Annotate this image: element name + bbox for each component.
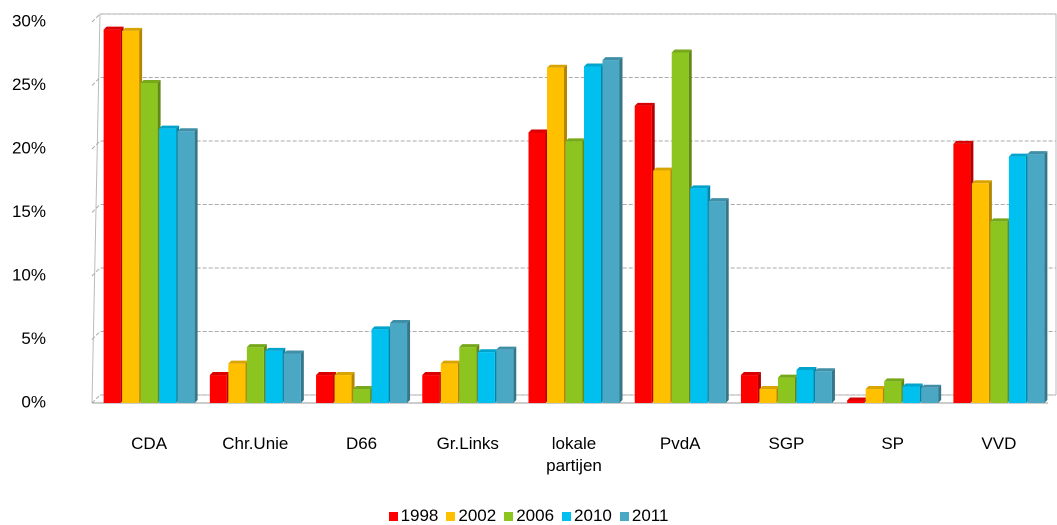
bar — [422, 372, 443, 403]
bar — [884, 378, 905, 403]
legend-label: 2006 — [516, 506, 555, 525]
legend-label: 2010 — [574, 506, 612, 525]
bar — [814, 368, 835, 403]
bar — [990, 218, 1011, 403]
x-tick-label: D66 — [345, 434, 378, 453]
bar — [283, 350, 304, 403]
bar — [228, 360, 249, 403]
grid-line — [91, 204, 1056, 213]
bar — [565, 138, 586, 403]
legend-item: 1998 — [388, 506, 439, 525]
bar — [740, 372, 761, 403]
bar — [690, 185, 711, 403]
bar — [634, 102, 655, 403]
y-tick-label: 15% — [12, 202, 46, 221]
bar — [390, 319, 411, 403]
bar — [865, 386, 886, 403]
x-tick-label: PvdA — [659, 434, 701, 453]
y-tick-label: 10% — [12, 265, 46, 284]
bar — [316, 372, 337, 403]
y-tick-label: 0% — [21, 392, 46, 411]
legend-item: 2002 — [446, 506, 496, 525]
y-tick-label: 30% — [12, 11, 46, 30]
x-tick-label: Gr.Links — [436, 434, 499, 453]
bar — [528, 129, 549, 404]
grid-line — [91, 140, 1056, 150]
bar — [759, 386, 780, 403]
bar — [177, 128, 198, 403]
x-tick-label: SGP — [768, 434, 805, 453]
bar — [971, 180, 992, 403]
x-tick-label: lokale partijen — [546, 434, 602, 475]
bar — [953, 140, 974, 404]
grid-line — [91, 267, 1056, 277]
bar — [246, 344, 267, 403]
legend: 1998 2002 2006 2010 2011 — [0, 506, 1057, 525]
bar — [1027, 151, 1048, 403]
bar — [353, 386, 374, 403]
bar — [159, 125, 180, 403]
bar — [103, 26, 124, 404]
legend-swatch — [388, 512, 398, 521]
bar — [708, 198, 729, 403]
bar — [547, 64, 567, 403]
bar — [796, 366, 817, 403]
y-tick-label: 20% — [12, 138, 46, 157]
y-tick-label: 5% — [21, 329, 46, 348]
x-tick-label: SP — [881, 434, 904, 453]
bar — [584, 63, 604, 403]
bar — [921, 384, 942, 403]
bar — [602, 57, 623, 403]
legend-item: 2006 — [504, 506, 554, 525]
bar — [847, 397, 868, 403]
grid-line — [91, 331, 1056, 340]
legend-swatch — [562, 512, 572, 521]
grid-line — [91, 13, 1056, 23]
legend-item: 2010 — [562, 506, 612, 525]
bar — [653, 167, 674, 403]
x-tick-label: VVD — [981, 434, 1017, 453]
legend-swatch — [446, 512, 456, 521]
bar — [477, 349, 498, 403]
bar — [334, 372, 355, 403]
bar — [671, 49, 692, 403]
bar — [459, 344, 480, 403]
bar — [209, 372, 230, 403]
bar — [440, 360, 461, 403]
bar — [122, 27, 143, 403]
x-tick-label: CDA — [131, 434, 168, 453]
legend-item: 2011 — [619, 506, 669, 525]
legend-swatch — [619, 512, 629, 521]
bar — [265, 347, 286, 403]
legend-label: 1998 — [400, 506, 439, 525]
legend-swatch — [504, 512, 514, 521]
y-tick-label: 25% — [12, 75, 46, 94]
bar — [140, 79, 161, 404]
bar — [902, 383, 923, 403]
x-tick-label: Chr.Unie — [222, 434, 289, 453]
bar — [496, 346, 517, 403]
bar — [1008, 153, 1029, 403]
legend-label: 2011 — [631, 506, 669, 525]
bar — [777, 374, 798, 403]
grid-line — [91, 77, 1056, 86]
grid-line — [91, 394, 1056, 404]
legend-label: 2002 — [458, 506, 497, 525]
bar — [371, 326, 392, 403]
